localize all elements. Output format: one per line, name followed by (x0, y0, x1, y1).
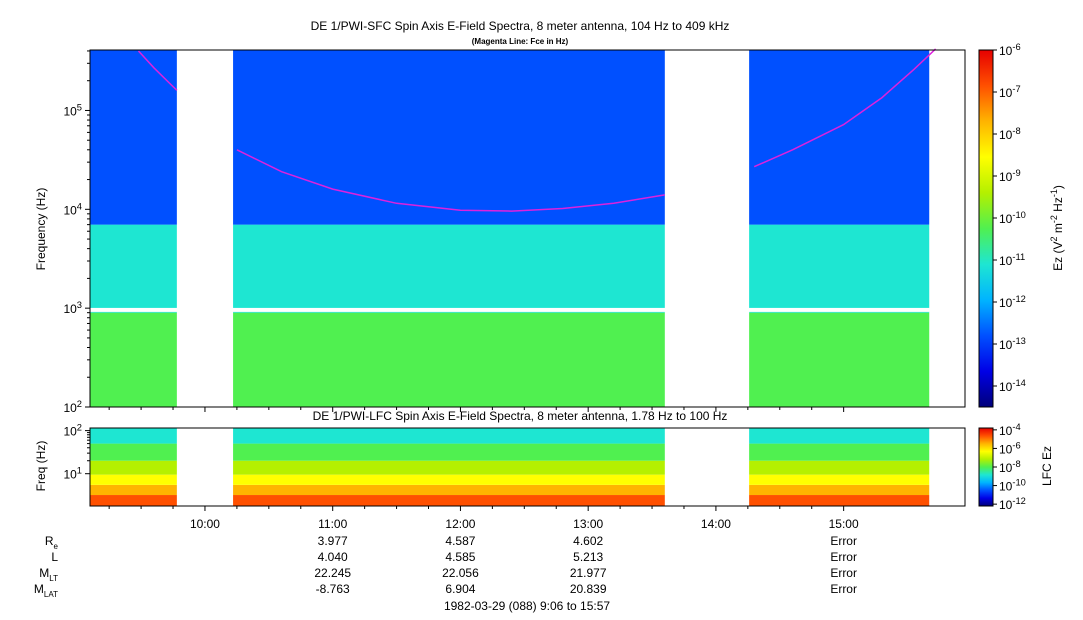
lfc-axes: 101 102 (63, 423, 966, 511)
lfc-spectrogram (90, 428, 965, 506)
lfc-colorbar-tick-3: 10-10 (999, 478, 1026, 494)
sfc-axes: 102 103 104 105 (63, 49, 966, 415)
sfc-ytick-label-0: 102 (63, 399, 82, 415)
sfc-colorbar-scale (978, 49, 994, 408)
fce-line-0 (137, 50, 178, 91)
sfc-data-gap-0 (176, 50, 234, 407)
lfc-ylabel: Freq (Hz) (34, 441, 48, 492)
lfc-frame (89, 427, 966, 507)
time-range-footer: 1982-03-29 (088) 9:06 to 15:57 (444, 599, 610, 613)
lfc-colorbar-tick-4: 10-12 (999, 496, 1026, 512)
ephem-value-1-1: 4.585 (445, 550, 475, 564)
sfc-title: DE 1/PWI-SFC Spin Axis E-Field Spectra, … (311, 19, 730, 33)
xtick-label-1: 11:00 (318, 517, 347, 531)
sfc-data-gap-1 (664, 50, 750, 407)
sfc-ytick-label-3: 105 (63, 102, 82, 118)
sfc-ytick-label-2: 104 (63, 201, 82, 217)
ephem-value-0-1: 4.587 (445, 534, 475, 548)
lfc-band-1 (90, 484, 965, 496)
sfc-colorbar-tick-0: 10-6 (999, 42, 1021, 58)
xtick-label-4: 14:00 (701, 517, 731, 531)
sfc-colorbar-tick-5: 10-11 (999, 252, 1025, 268)
sfc-frame (89, 49, 966, 408)
lfc-data-end (929, 428, 965, 506)
ephem-label-0: Re (45, 534, 59, 551)
sfc-colorbar-tick-3: 10-9 (999, 168, 1021, 184)
sfc-subtitle: (Magenta Line: Fce in Hz) (472, 37, 569, 46)
ephem-value-3-1: 6.904 (445, 582, 475, 596)
lfc-colorbar-scale (978, 427, 994, 507)
ephem-value-0-2: 4.602 (573, 534, 603, 548)
lfc-colorbar-tick-2: 10-8 (999, 459, 1021, 475)
ephem-value-3-0: -8.763 (316, 582, 350, 596)
ephem-value-3-2: 20.839 (570, 582, 607, 596)
ephem-label-3: MLAT (34, 582, 58, 599)
ephem-value-1-0: 4.040 (318, 550, 348, 564)
sfc-colorbar-tick-6: 10-12 (999, 294, 1026, 310)
lfc-colorbar: 10-4 10-6 10-8 10-10 10-12 (978, 422, 1026, 512)
ephem-value-2-1: 22.056 (442, 566, 479, 580)
sfc-colorbar-tick-4: 10-10 (999, 210, 1026, 226)
sfc-band-1 (90, 224, 965, 313)
ephem-value-0-0: 3.977 (318, 534, 348, 548)
lfc-band-2 (90, 474, 965, 485)
ephem-value-0-3: Error (830, 534, 857, 548)
ephem-value-2-0: 22.245 (314, 566, 351, 580)
lfc-colorbar-label: LFC Ez (1040, 446, 1054, 486)
ephem-value-1-3: Error (830, 550, 857, 564)
fce-line-2 (753, 48, 937, 168)
lfc-band-0 (90, 495, 965, 506)
ephem-value-3-3: Error (830, 582, 857, 596)
xtick-label-3: 13:00 (573, 517, 603, 531)
ephem-label-1: L (51, 550, 58, 564)
lfc-colorbar-tick-1: 10-6 (999, 440, 1021, 456)
fce-line-1 (236, 149, 665, 212)
lfc-data-gap-1 (664, 428, 750, 506)
lfc-title: DE 1/PWI-LFC Spin Axis E-Field Spectra, … (313, 409, 728, 423)
xtick-label-0: 10:00 (190, 517, 220, 531)
sfc-spectrogram (90, 48, 965, 407)
ephem-value-2-3: Error (830, 566, 857, 580)
xtick-label-5: 15:00 (829, 517, 859, 531)
sfc-colorbar-tick-8: 10-14 (999, 378, 1026, 394)
lfc-colorbar-tick-0: 10-4 (999, 422, 1021, 438)
time-axis-labels: 10:00 11:00 12:00 13:00 14:00 15:00 (190, 517, 859, 531)
xtick-label-2: 12:00 (445, 517, 475, 531)
ephemeris-table: Re 3.977 4.587 4.602 Error L 4.040 4.585 5.213 Er… (34, 534, 857, 599)
lfc-ytick-label-0: 101 (63, 466, 82, 482)
sfc-band-0 (90, 312, 965, 407)
sfc-colorbar-label: Ez (V2 m-2 Hz-1) (1049, 185, 1065, 271)
lfc-ytick-label-1: 102 (63, 423, 82, 439)
ephem-value-2-2: 21.977 (570, 566, 607, 580)
sfc-colorbar: 10-6 10-7 10-8 10-9 10-10 10-11 10-12 10-13 10-1… (978, 42, 1065, 408)
sfc-ylabel: Frequency (Hz) (34, 188, 48, 271)
sfc-colorbar-tick-7: 10-13 (999, 336, 1026, 352)
sfc-data-end (929, 50, 965, 407)
sfc-colorbar-tick-2: 10-8 (999, 126, 1021, 142)
ephem-value-1-2: 5.213 (573, 550, 603, 564)
sfc-ytick-label-1: 103 (63, 300, 82, 316)
sfc-1khz-gap (90, 307, 965, 312)
sfc-colorbar-tick-1: 10-7 (999, 84, 1021, 100)
lfc-data-gap-0 (176, 428, 234, 506)
ephem-label-2: MLT (39, 566, 58, 583)
